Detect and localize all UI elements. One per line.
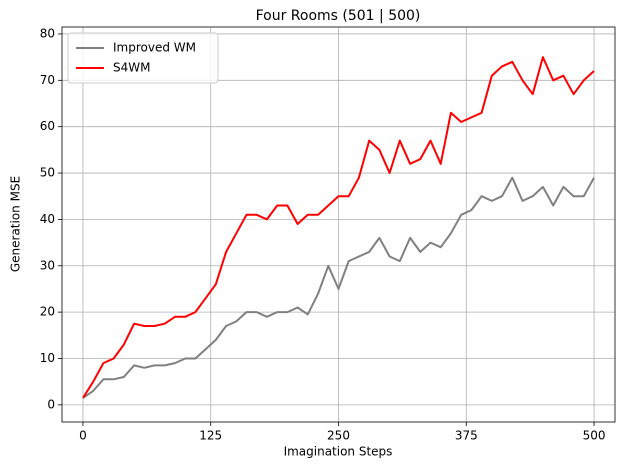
plot-frame — [61, 26, 616, 423]
x-tick-label: 375 — [455, 429, 478, 443]
data-line — [82, 176, 595, 399]
legend-label: Improved WM — [113, 41, 196, 55]
x-tick-label: 125 — [199, 429, 222, 443]
y-tick-label: 80 — [40, 26, 55, 40]
y-axis-label: Generation MSE — [9, 176, 23, 272]
x-axis-label: Imagination Steps — [284, 445, 393, 459]
x-tick-label: 500 — [583, 429, 606, 443]
legend-label: S4WM — [113, 61, 150, 75]
chart-title: Four Rooms (501 | 500) — [256, 8, 421, 24]
y-tick-label: 60 — [40, 119, 55, 133]
y-tick-label: 0 — [47, 397, 55, 411]
y-tick-label: 20 — [40, 305, 55, 319]
y-tick-label: 30 — [40, 258, 55, 272]
legend-box — [67, 32, 219, 84]
x-tick-label: 250 — [327, 429, 350, 443]
x-tick-label: 0 — [79, 429, 87, 443]
y-tick-label: 70 — [40, 73, 55, 87]
y-tick-label: 10 — [40, 351, 55, 365]
y-tick-label: 40 — [40, 212, 55, 226]
data-line — [82, 56, 595, 399]
y-tick-label: 50 — [40, 166, 55, 180]
